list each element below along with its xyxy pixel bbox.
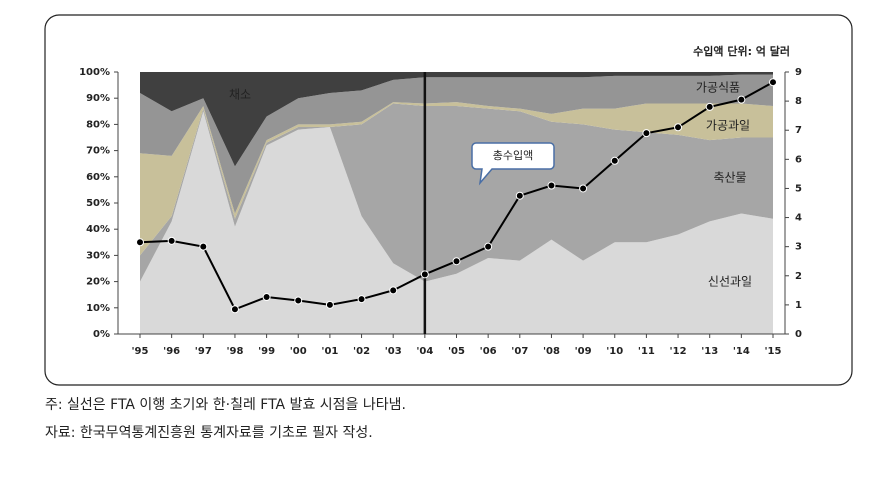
point xyxy=(515,191,524,200)
callout-text: 총수입액 xyxy=(493,149,533,162)
point xyxy=(325,300,334,309)
area xyxy=(140,102,773,256)
y-tick-label: 10% xyxy=(86,303,110,314)
y2-tick-label: 6 xyxy=(795,154,802,165)
y-tick-label: 20% xyxy=(86,277,110,288)
area-label: 가공과일 xyxy=(706,119,750,133)
x-tick-label: '14 xyxy=(733,346,750,357)
x-tick-label: '01 xyxy=(321,346,338,357)
y-tick-label: 80% xyxy=(86,119,110,130)
x-tick-label: '09 xyxy=(575,346,592,357)
point xyxy=(199,242,208,251)
x-tick-label: '08 xyxy=(543,346,560,357)
point xyxy=(262,293,271,302)
y-tick-label: 60% xyxy=(86,172,110,183)
x-tick-label: '12 xyxy=(670,346,687,357)
x-tick-label: '98 xyxy=(226,346,243,357)
x-tick-label: '10 xyxy=(606,346,623,357)
y-tick-label: 50% xyxy=(86,198,110,209)
x-tick-label: '15 xyxy=(765,346,782,357)
x-tick-label: '13 xyxy=(701,346,718,357)
y-tick-label: 90% xyxy=(86,93,110,104)
point xyxy=(642,129,651,138)
area-label: 가공식품 xyxy=(696,81,740,95)
point xyxy=(167,236,176,245)
point xyxy=(420,270,429,279)
note: 자료: 한국무역통계진흥원 통계자료를 기초로 필자 작성. xyxy=(45,425,373,441)
y2-tick-label: 9 xyxy=(795,67,802,78)
y2-tick-label: 8 xyxy=(795,96,802,107)
y-tick-label: 70% xyxy=(86,146,110,157)
y-tick-label: 100% xyxy=(79,67,110,78)
area xyxy=(140,103,773,282)
area xyxy=(140,72,773,167)
x-tick-label: '97 xyxy=(195,346,212,357)
y-tick-label: 0% xyxy=(93,329,110,340)
y2-tick-label: 0 xyxy=(795,329,802,340)
y-tick-label: 40% xyxy=(86,224,110,235)
y2-tick-label: 7 xyxy=(795,125,802,136)
area xyxy=(140,74,773,214)
x-tick-label: '07 xyxy=(511,346,528,357)
point xyxy=(547,181,556,190)
area-label: 채소 xyxy=(229,88,251,102)
point xyxy=(705,102,714,111)
x-tick-label: '96 xyxy=(163,346,180,357)
x-tick-label: '03 xyxy=(385,346,402,357)
y2-tick-label: 1 xyxy=(795,300,802,311)
x-tick-label: '11 xyxy=(638,346,655,357)
y2-tick-label: 4 xyxy=(795,213,802,224)
y-tick-label: 30% xyxy=(86,250,110,261)
y2-tick-label: 2 xyxy=(795,271,802,282)
point xyxy=(484,242,493,251)
x-tick-label: '02 xyxy=(353,346,370,357)
point xyxy=(230,305,239,314)
point xyxy=(294,296,303,305)
x-tick-label: '95 xyxy=(132,346,149,357)
x-tick-label: '04 xyxy=(416,346,433,357)
note: 주: 실선은 FTA 이행 초기와 한·칠레 FTA 발효 시점을 나타냄. xyxy=(45,397,406,413)
point xyxy=(610,156,619,165)
point xyxy=(357,295,366,304)
point xyxy=(452,257,461,266)
point xyxy=(737,95,746,104)
unit-label: 수입액 단위: 억 달러 xyxy=(693,44,790,58)
point xyxy=(769,78,777,87)
x-tick-label: '06 xyxy=(480,346,497,357)
x-tick-label: '00 xyxy=(290,346,307,357)
x-tick-label: '99 xyxy=(258,346,275,357)
point xyxy=(579,184,588,193)
x-tick-label: '05 xyxy=(448,346,465,357)
area xyxy=(140,111,773,334)
point xyxy=(674,123,683,132)
area-label: 신선과일 xyxy=(708,275,752,289)
area-label: 축산물 xyxy=(713,171,746,185)
callout-box xyxy=(471,142,555,186)
y2-tick-label: 5 xyxy=(795,183,802,194)
y2-tick-label: 3 xyxy=(795,242,802,253)
point xyxy=(389,286,398,295)
point xyxy=(136,238,144,247)
